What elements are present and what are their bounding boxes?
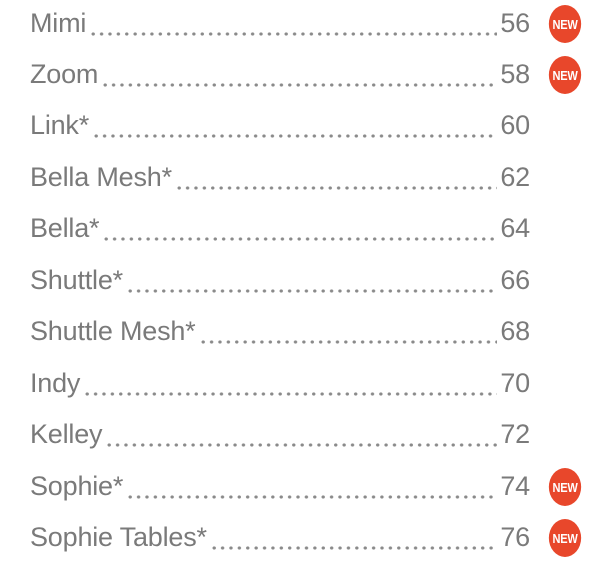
toc-entry-name: Bella*	[30, 213, 100, 243]
toc-line: Link* 60	[30, 105, 530, 145]
toc-line: Mimi 56	[30, 3, 530, 43]
toc-line: Shuttle* 66	[30, 260, 530, 300]
toc-page-number: 70	[500, 368, 530, 398]
toc-entry-bella[interactable]: Bella* 64	[30, 208, 590, 248]
toc-entry-name: Mimi	[30, 8, 87, 38]
toc-page-number: 64	[500, 213, 530, 243]
dot-leader	[83, 363, 498, 403]
dot-leader	[126, 466, 498, 506]
toc-entry-name: Kelley	[30, 419, 103, 449]
toc-line: Kelley 72	[30, 414, 530, 454]
toc-page-number: 62	[500, 162, 530, 192]
dot-leader	[125, 260, 498, 300]
toc-page-number: 66	[500, 265, 530, 295]
toc-entry-name: Bella Mesh*	[30, 162, 172, 192]
toc-entry-name: Zoom	[30, 59, 99, 89]
toc-entry-sophie-tables[interactable]: Sophie Tables* 76 NEW	[30, 517, 590, 557]
new-badge: NEW	[548, 468, 582, 506]
toc-entry-indy[interactable]: Indy 70	[30, 363, 590, 403]
dot-leader	[105, 414, 498, 454]
toc-entry-name: Shuttle Mesh*	[30, 316, 196, 346]
toc-entry-bella-mesh[interactable]: Bella Mesh* 62	[30, 157, 590, 197]
new-badge: NEW	[548, 5, 582, 43]
toc-line: Shuttle Mesh* 68	[30, 311, 530, 351]
toc-entry-link[interactable]: Link* 60	[30, 105, 590, 145]
dot-leader	[89, 3, 498, 43]
toc-entry-name: Indy	[30, 368, 81, 398]
dot-leader	[209, 517, 498, 557]
toc-line: Sophie Tables* 76	[30, 517, 530, 557]
dot-leader	[101, 54, 498, 94]
toc-entry-shuttle[interactable]: Shuttle* 66	[30, 260, 590, 300]
toc-page-number: 60	[500, 110, 530, 140]
toc-entry-sophie[interactable]: Sophie* 74 NEW	[30, 466, 590, 506]
toc-line: Zoom 58	[30, 54, 530, 94]
toc-entry-zoom[interactable]: Zoom 58 NEW	[30, 54, 590, 94]
toc-line: Bella* 64	[30, 208, 530, 248]
toc-page-number: 74	[500, 471, 530, 501]
new-badge: NEW	[548, 56, 582, 94]
toc-page-number: 56	[500, 8, 530, 38]
new-badge: NEW	[548, 519, 582, 557]
dot-leader	[92, 105, 498, 145]
toc-entry-name: Shuttle*	[30, 265, 123, 295]
toc-entry-name: Sophie*	[30, 471, 124, 501]
toc-entry-name: Sophie Tables*	[30, 522, 207, 552]
toc-page-number: 72	[500, 419, 530, 449]
dot-leader	[174, 157, 498, 197]
toc-entry-shuttle-mesh[interactable]: Shuttle Mesh* 68	[30, 311, 590, 351]
toc-line: Indy 70	[30, 363, 530, 403]
toc-entry-mimi[interactable]: Mimi 56 NEW	[30, 3, 590, 43]
dot-leader	[102, 208, 498, 248]
toc-page-number: 76	[500, 522, 530, 552]
toc-entry-name: Link*	[30, 110, 90, 140]
toc-page-number: 58	[500, 59, 530, 89]
dot-leader	[198, 311, 498, 351]
toc-line: Sophie* 74	[30, 466, 530, 506]
toc-entry-kelley[interactable]: Kelley 72	[30, 414, 590, 454]
toc-page-number: 68	[500, 316, 530, 346]
toc-line: Bella Mesh* 62	[30, 157, 530, 197]
